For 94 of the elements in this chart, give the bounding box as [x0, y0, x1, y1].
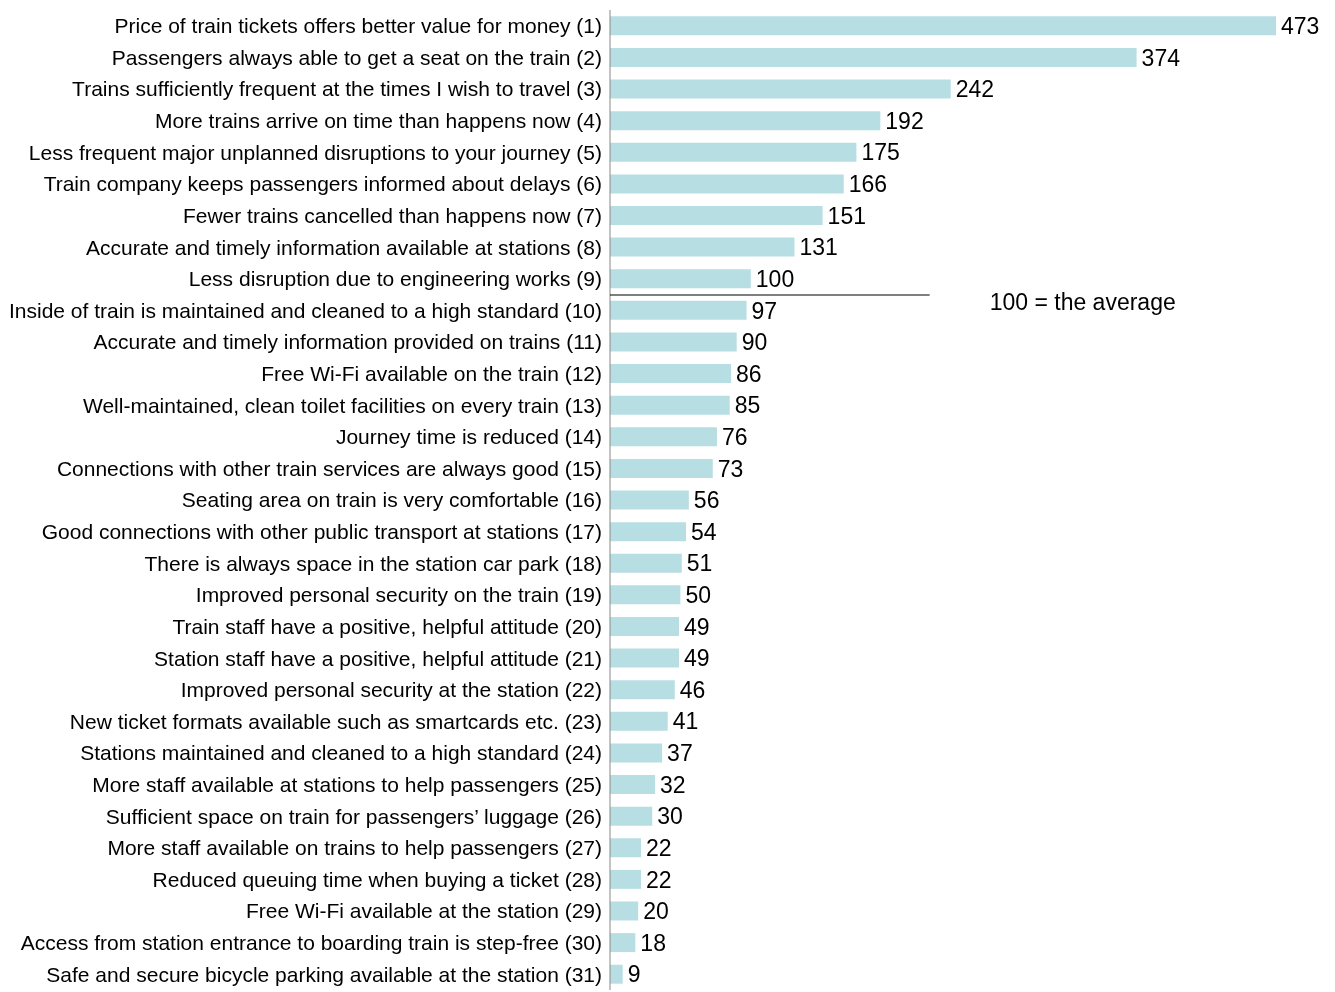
data-label: 73: [717, 455, 744, 482]
bar: [610, 964, 623, 984]
bar: [610, 838, 641, 858]
y-tick-label: New ticket formats available such as smartcards etc. (23): [69, 709, 602, 733]
data-label: 22: [645, 866, 672, 893]
bar: [610, 111, 881, 131]
data-label: 175: [861, 139, 900, 166]
y-tick-label: Less disruption due to engineering works (9): [188, 267, 602, 291]
bar: [610, 711, 668, 731]
bar: [610, 585, 681, 605]
y-tick-label: Good connections with other public transport at stations (17): [41, 520, 602, 544]
data-label: 100: [755, 265, 795, 292]
data-label: 30: [657, 803, 683, 830]
bar: [610, 300, 747, 320]
data-label: 22: [645, 834, 672, 861]
bar: [610, 47, 1137, 67]
data-label: 49: [683, 613, 710, 640]
y-tick-label: More staff available at stations to help passengers (25): [92, 772, 602, 796]
y-tick-label: Train staff have a positive, helpful attitude (20): [172, 614, 602, 638]
y-tick-label: Passengers always able to get a seat on the train (2): [111, 45, 602, 69]
y-tick-label: Journey time is reduced (14): [335, 425, 602, 449]
y-tick-label: Free Wi-Fi available at the station (29): [246, 899, 602, 923]
y-tick-label: Improved personal security on the train (19): [195, 583, 602, 607]
data-label: 242: [955, 76, 995, 103]
y-tick-label: Well-maintained, clean toilet facilities on every train (13): [82, 393, 602, 417]
data-label: 90: [741, 329, 768, 356]
bar: [610, 869, 641, 889]
bar: [610, 364, 732, 384]
data-label: 51: [686, 550, 713, 577]
bar: [610, 901, 639, 921]
bar: [610, 490, 689, 510]
bar: [610, 79, 951, 99]
data-label: 131: [799, 234, 838, 261]
y-tick-label: More staff available on trains to help passengers (27): [107, 836, 602, 860]
bar: [610, 142, 857, 162]
bar: [610, 174, 844, 194]
bar: [610, 806, 653, 826]
bar: [610, 458, 713, 478]
bar: [610, 933, 636, 953]
data-label: 54: [691, 518, 717, 545]
data-label: 97: [751, 297, 778, 324]
y-tick-label: Connections with other train services are always good (15): [56, 456, 602, 480]
data-label: 37: [667, 740, 693, 767]
y-tick-label: Price of train tickets offers better value for money (1): [114, 14, 602, 38]
y-tick-label: Reduced queuing time when buying a ticket (28): [152, 867, 602, 891]
y-tick-label: Inside of train is maintained and cleaned to a high standard (10): [8, 298, 602, 322]
data-label: 50: [685, 582, 711, 609]
y-tick-label: Improved personal security at the station (22): [180, 678, 602, 702]
data-label: 41: [672, 708, 699, 735]
bar: [610, 743, 663, 763]
bar: [610, 16, 1276, 36]
data-label: 85: [734, 392, 761, 419]
bar: [610, 269, 751, 289]
y-tick-label: Less frequent major unplanned disruptions to your journey (5): [28, 140, 602, 164]
data-label: 9: [627, 961, 641, 988]
bar: [610, 553, 682, 573]
bar: [610, 775, 656, 795]
y-tick-label: Access from station entrance to boarding train is step-free (30): [20, 931, 602, 955]
y-tick-label: Seating area on train is very comfortable (16): [181, 488, 602, 512]
y-tick-label: Sufficient space on train for passengers’ luggage (26): [105, 804, 602, 828]
y-tick-label: Accurate and timely information available at stations (8): [86, 235, 602, 259]
bar: [610, 206, 823, 225]
y-tick-label: Accurate and timely information provided on trains (11): [93, 330, 602, 354]
data-label: 86: [736, 360, 762, 387]
data-label: 473: [1281, 12, 1320, 39]
data-label: 56: [693, 487, 720, 514]
bar: [610, 522, 687, 542]
bar: [610, 427, 718, 447]
ref-line-label: 100 = the average: [989, 288, 1176, 316]
data-label: 49: [683, 645, 710, 672]
data-label: 192: [885, 107, 924, 134]
bar: [610, 332, 737, 352]
y-tick-label: Trains sufficiently frequent at the times I wish to travel (3): [72, 77, 602, 101]
y-tick-label: Safe and secure bicycle parking available at the station (31): [46, 962, 602, 986]
data-label: 46: [679, 676, 706, 703]
y-tick-label: More trains arrive on time than happens now (4): [154, 109, 602, 133]
data-label: 76: [722, 423, 748, 450]
data-label: 18: [640, 929, 666, 956]
data-label: 32: [660, 771, 686, 798]
bar: [610, 616, 679, 636]
data-label: 151: [827, 202, 866, 229]
bar: [610, 648, 679, 668]
y-tick-label: Fewer trains cancelled than happens now (7): [182, 203, 602, 227]
y-tick-label: Train company keeps passengers informed about delays (6): [43, 172, 602, 196]
y-tick-label: There is always space in the station car park (18): [144, 551, 602, 575]
bar: [610, 680, 675, 700]
data-label: 374: [1141, 44, 1181, 71]
bar: [610, 237, 795, 257]
y-tick-label: Stations maintained and cleaned to a high standard (24): [80, 741, 602, 765]
data-label: 20: [643, 898, 669, 925]
data-label: 166: [848, 171, 888, 198]
bar: [610, 395, 730, 415]
y-tick-label: Station staff have a positive, helpful attitude (21): [154, 646, 602, 670]
y-tick-label: Free Wi-Fi available on the train (12): [261, 362, 602, 385]
